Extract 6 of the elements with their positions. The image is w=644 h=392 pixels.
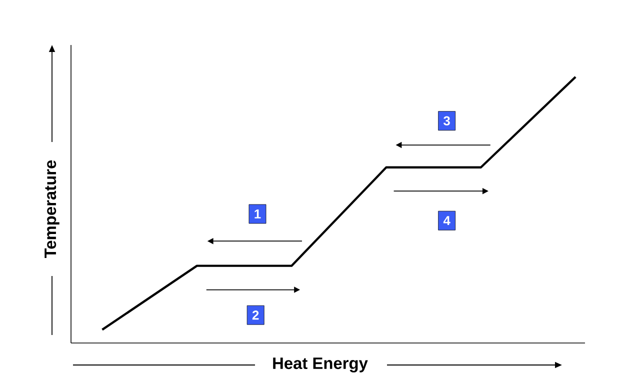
x-axis-title: Heat Energy: [273, 358, 368, 372]
annotation: 1: [254, 210, 261, 218]
annotation: 3: [444, 116, 450, 126]
annotation: 2: [252, 310, 259, 320]
y-axis-title: Temperature: [44, 160, 60, 258]
annotation: 4: [443, 216, 450, 226]
